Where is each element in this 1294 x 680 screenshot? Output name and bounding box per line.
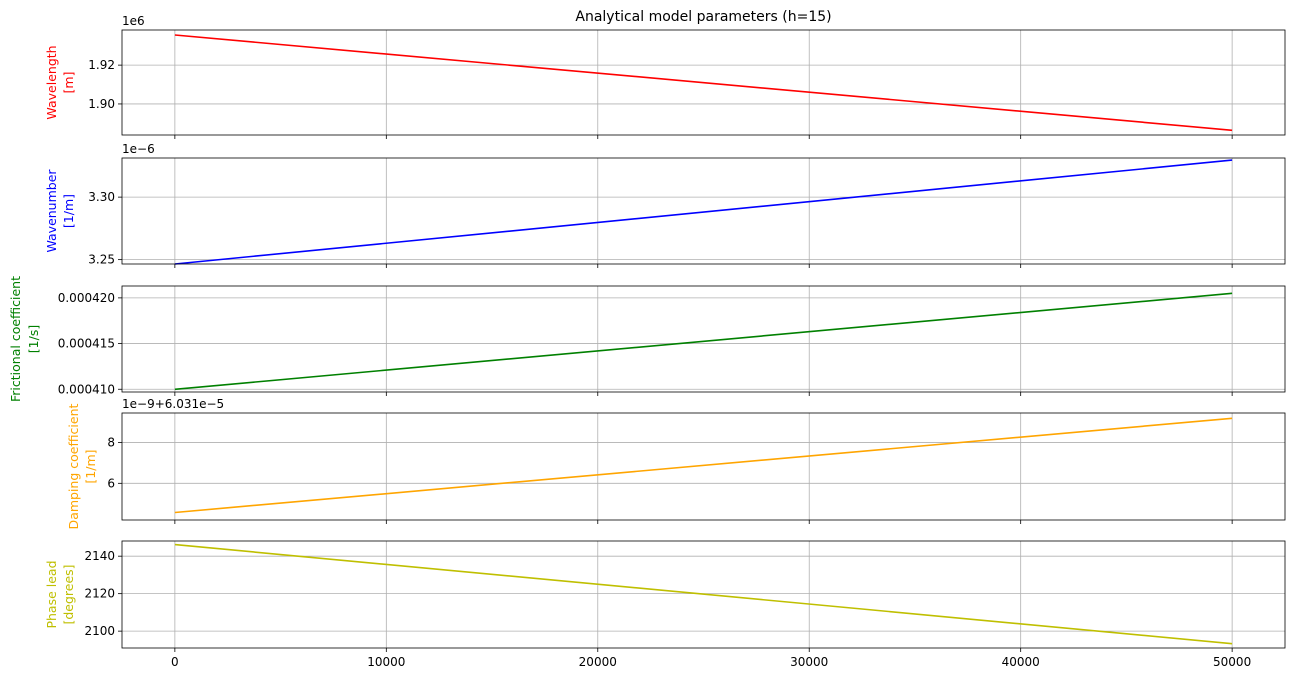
y-axis-label: Wavelength [m] [44, 45, 76, 119]
y-tick-label: 0.000415 [58, 337, 115, 351]
y-tick-label: 3.25 [88, 253, 115, 267]
offset-text: 1e−9+6.031e−5 [122, 397, 224, 411]
panel-damping: 6 8 1e−9+6.031e−5 Damping coefficient [1/m] [66, 397, 1286, 529]
y-tick-label: 2100 [84, 624, 115, 638]
y-tick-label: 0.000420 [58, 291, 115, 305]
panel-frictional: 0.000410 0.000415 0.000420 Frictional coeff… [8, 276, 1286, 402]
series-line-wavelength [174, 34, 1233, 132]
y-axis-label: Frictional coefficient [1/s] [8, 276, 41, 402]
y-tick-label: 8 [107, 436, 115, 450]
series-line-frictional [174, 292, 1233, 391]
y-tick-label: 2140 [84, 549, 115, 563]
chart-title: Analytical model parameters (h=15) [575, 9, 831, 25]
x-tick-label: 30000 [790, 655, 828, 669]
axes-frame [121, 540, 1286, 649]
y-axis-label: Phase lead [degrees] [44, 560, 76, 628]
axes-frame [121, 157, 1286, 265]
y-tick-label: 0.000410 [58, 382, 115, 396]
y-axis-label-line: Damping coefficient [66, 403, 81, 529]
offset-text: 1e6 [122, 14, 145, 28]
y-tick-label: 6 [107, 476, 115, 490]
y-axis-label-line: [1/m] [83, 449, 98, 483]
y-axis-label-line: Phase lead [44, 560, 59, 628]
y-axis-label-line: [degrees] [61, 564, 76, 624]
y-axis-label-line: [m] [61, 72, 76, 94]
y-axis-label: Damping coefficient [1/m] [66, 403, 98, 529]
panels-group: 1.90 1.92 1e6 Wavelength [m] 3.25 3.30 1e−6 Wave… [8, 14, 1286, 669]
axes-frame [121, 29, 1286, 136]
axes-frame [121, 412, 1286, 521]
panel-phase: 0 10000 20000 30000 40000 50000 2100 2120 2140 Ph… [44, 540, 1286, 669]
x-tick-label: 50000 [1213, 655, 1251, 669]
y-axis-label-line: [1/m] [61, 194, 76, 228]
series-line-damping [174, 417, 1233, 514]
offset-text: 1e−6 [122, 142, 155, 156]
y-axis-label: Wavenumber [1/m] [44, 169, 76, 253]
x-tick-label: 0 [171, 655, 179, 669]
y-tick-label: 1.90 [88, 97, 115, 111]
x-tick-label: 40000 [1002, 655, 1040, 669]
y-axis-label-line: Wavelength [44, 45, 59, 119]
x-tick-label: 20000 [579, 655, 617, 669]
series-line-phase [174, 543, 1233, 645]
panel-wavenumber: 3.25 3.30 1e−6 Wavenumber [1/m] [44, 142, 1286, 268]
y-axis-label-line: [1/s] [26, 325, 41, 353]
y-tick-label: 3.30 [88, 190, 115, 204]
y-tick-label: 2120 [84, 587, 115, 601]
panel-wavelength: 1.90 1.92 1e6 Wavelength [m] [44, 14, 1286, 139]
y-tick-label: 1.92 [88, 58, 115, 72]
series-line-wavenumber [174, 159, 1233, 265]
x-tick-label: 10000 [367, 655, 405, 669]
y-axis-label-line: Frictional coefficient [8, 276, 23, 402]
axes-frame [121, 285, 1286, 393]
y-axis-label-line: Wavenumber [44, 169, 59, 253]
